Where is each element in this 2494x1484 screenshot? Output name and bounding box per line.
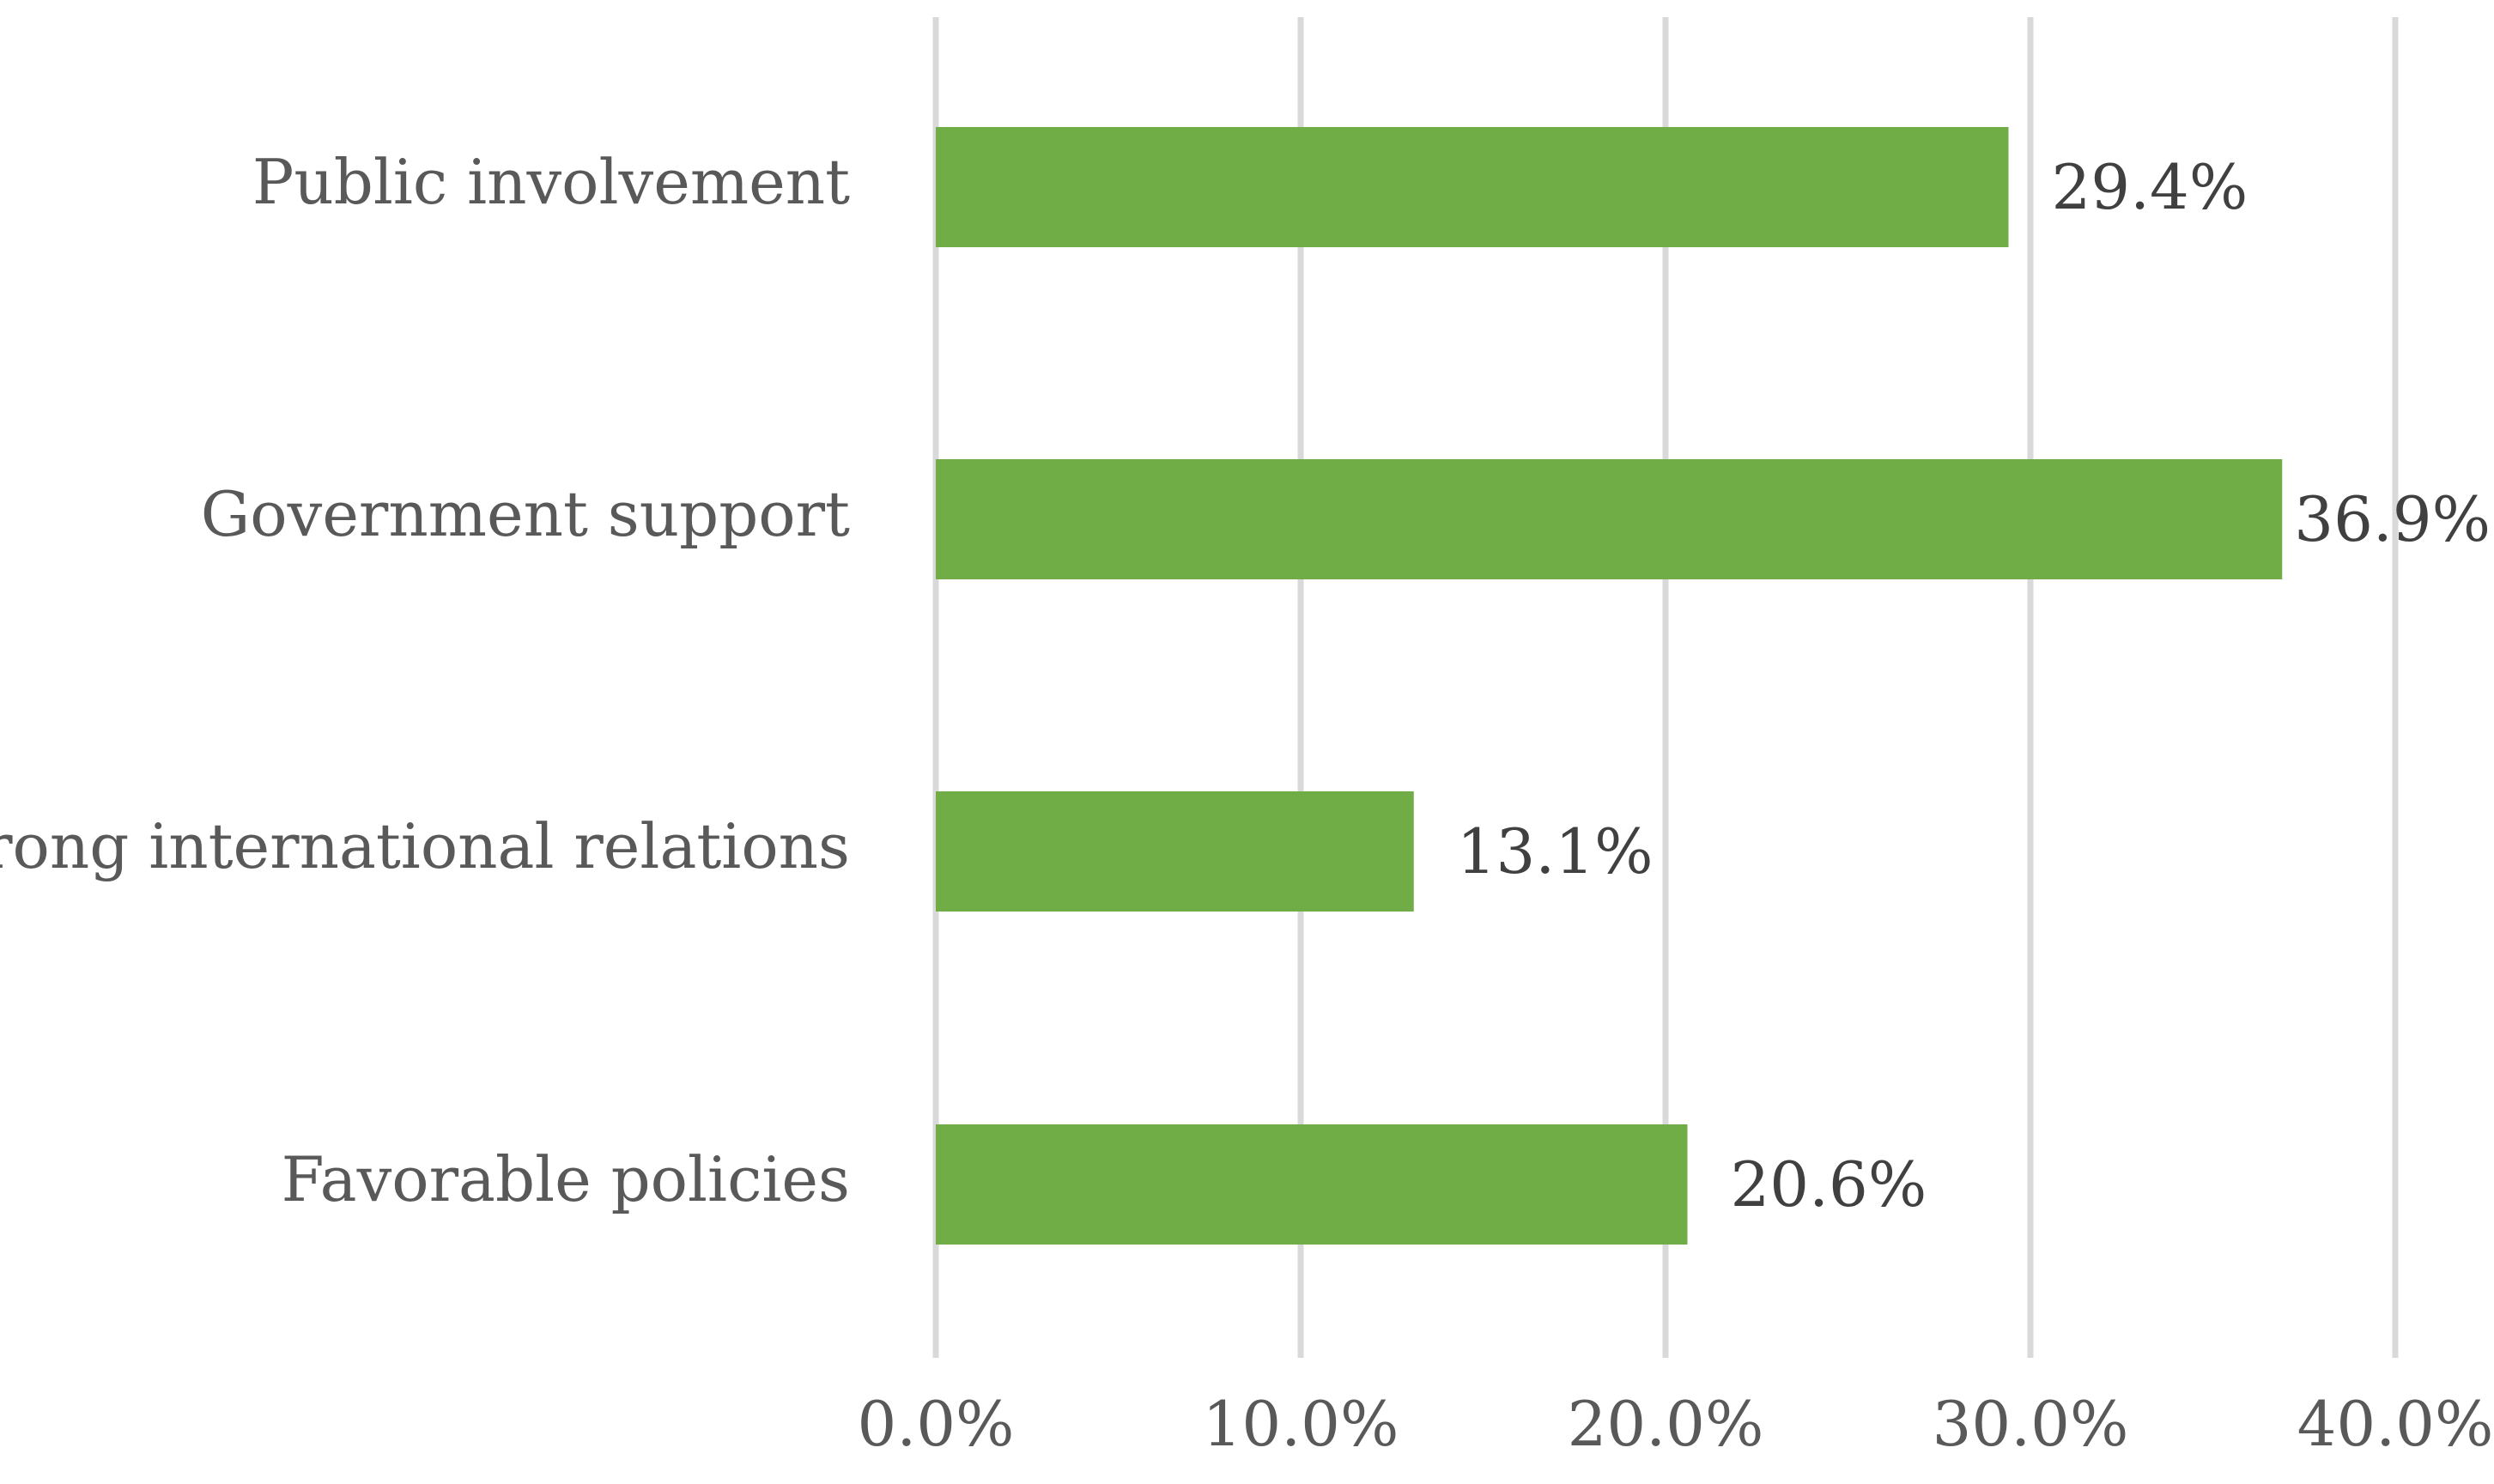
x-tick-label: 40.0% <box>2297 1388 2494 1460</box>
bar <box>936 127 2009 247</box>
data-label: 20.6% <box>1731 1148 1927 1221</box>
bar <box>936 1124 1688 1245</box>
data-label: 13.1% <box>1457 815 1654 887</box>
category-label: Favorable policies <box>282 1143 850 1215</box>
category-labels: Public involvement Government support Stro… <box>0 146 850 1215</box>
bar-chart: Public involvement Government support Stro… <box>0 0 2494 1480</box>
x-tick-label: 30.0% <box>1933 1388 2129 1460</box>
chart-canvas: Public involvement Government support Stro… <box>0 0 2494 1480</box>
category-label: Government support <box>201 478 850 550</box>
x-tick-label: 10.0% <box>1203 1388 1399 1460</box>
x-tick-label: 0.0% <box>858 1388 1015 1460</box>
category-label: Strong international relations <box>0 810 850 882</box>
category-label: Public involvement <box>252 146 850 218</box>
x-tick-label: 20.0% <box>1568 1388 1764 1460</box>
x-axis-tick-labels: 0.0% 10.0% 20.0% 30.0% 40.0% <box>858 1388 2494 1460</box>
bars <box>936 127 2282 1245</box>
data-label: 36.9% <box>2294 483 2491 555</box>
value-labels: 29.4% 36.9% 13.1% 20.6% <box>1457 151 2491 1221</box>
bar <box>936 459 2282 579</box>
data-label: 29.4% <box>2052 151 2248 223</box>
bar <box>936 791 1414 912</box>
